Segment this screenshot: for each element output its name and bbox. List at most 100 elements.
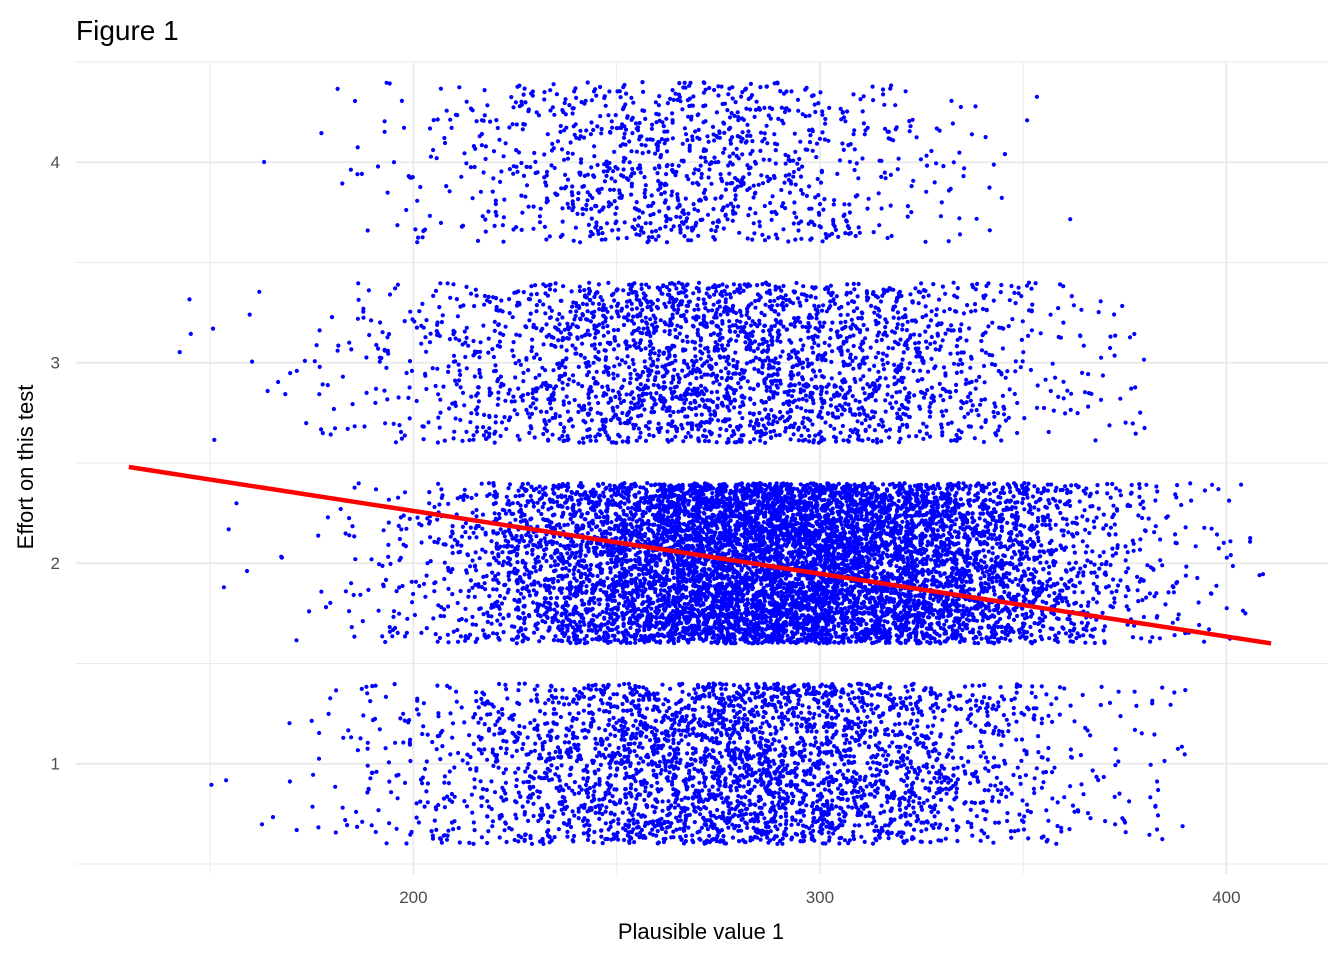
data-point xyxy=(719,686,724,691)
data-point xyxy=(503,780,508,785)
data-point xyxy=(577,689,582,695)
data-point xyxy=(585,531,591,536)
data-point xyxy=(930,764,935,770)
data-point xyxy=(764,750,769,755)
data-point xyxy=(740,773,745,778)
data-point xyxy=(1092,562,1097,567)
data-point xyxy=(727,764,732,769)
data-point xyxy=(718,730,723,735)
data-point xyxy=(1003,761,1008,766)
data-point xyxy=(571,839,576,844)
data-point xyxy=(641,759,646,764)
data-point xyxy=(1155,489,1160,494)
data-point xyxy=(597,750,602,755)
data-point xyxy=(550,814,555,819)
data-point xyxy=(751,754,756,759)
data-point xyxy=(754,683,759,689)
data-point xyxy=(778,822,783,827)
data-point xyxy=(607,743,612,748)
data-point xyxy=(546,833,551,838)
data-point xyxy=(1018,781,1023,787)
chart-title: Figure 1 xyxy=(76,15,179,46)
data-point xyxy=(691,840,696,845)
data-point xyxy=(744,762,750,768)
data-point xyxy=(857,742,862,748)
data-point xyxy=(789,769,794,774)
data-point xyxy=(739,795,744,800)
data-point xyxy=(920,733,926,739)
data-point xyxy=(597,806,603,812)
data-point xyxy=(650,707,656,713)
data-point xyxy=(789,779,794,784)
data-point xyxy=(442,774,447,779)
data-point xyxy=(757,751,762,757)
data-point xyxy=(650,745,655,751)
data-point xyxy=(617,683,622,688)
data-point xyxy=(625,833,630,838)
data-point xyxy=(708,810,713,815)
data-point xyxy=(839,757,844,762)
data-point xyxy=(635,820,640,825)
data-point xyxy=(517,681,522,686)
data-point xyxy=(1004,717,1009,722)
data-point xyxy=(365,746,370,751)
data-point xyxy=(856,738,861,743)
data-point xyxy=(629,734,634,739)
data-point xyxy=(886,696,892,702)
data-point xyxy=(947,747,952,752)
data-point xyxy=(1202,639,1207,644)
data-point xyxy=(683,795,688,800)
data-point xyxy=(603,746,609,752)
data-point xyxy=(734,778,740,783)
data-point xyxy=(683,717,688,723)
data-point xyxy=(834,729,839,734)
data-point xyxy=(698,807,703,812)
data-point xyxy=(500,730,505,736)
data-point xyxy=(912,769,918,775)
data-point xyxy=(628,830,633,835)
data-point xyxy=(736,747,741,752)
data-point xyxy=(568,824,574,830)
data-point xyxy=(361,713,366,718)
data-point xyxy=(479,696,484,702)
data-point xyxy=(655,787,660,792)
data-point xyxy=(808,751,814,756)
data-point xyxy=(1044,692,1049,697)
data-point xyxy=(718,791,724,796)
data-point xyxy=(634,731,639,736)
data-point xyxy=(503,682,508,688)
data-point xyxy=(1032,713,1037,718)
data-point xyxy=(702,753,707,758)
data-point xyxy=(632,840,637,845)
data-point xyxy=(993,725,998,730)
data-point xyxy=(1114,589,1119,594)
data-point xyxy=(862,793,867,798)
data-point xyxy=(723,701,728,706)
data-point xyxy=(642,724,648,730)
data-point xyxy=(711,740,716,745)
data-point xyxy=(972,800,978,806)
data-point xyxy=(732,826,737,831)
data-point xyxy=(797,694,803,699)
data-point xyxy=(801,739,806,744)
data-point xyxy=(1113,747,1118,752)
data-point xyxy=(497,716,502,721)
data-point xyxy=(682,824,688,829)
data-point xyxy=(623,823,629,828)
data-point xyxy=(707,738,713,743)
data-point xyxy=(830,806,835,811)
data-point xyxy=(529,698,534,703)
data-point xyxy=(801,778,806,783)
data-point xyxy=(600,701,605,706)
data-point xyxy=(1032,790,1037,796)
data-point xyxy=(717,721,722,726)
data-point xyxy=(760,721,765,726)
data-point xyxy=(911,726,916,731)
data-point xyxy=(742,794,748,799)
data-point xyxy=(294,827,299,833)
data-point xyxy=(1148,795,1153,800)
data-point xyxy=(633,718,638,723)
data-point xyxy=(773,771,778,776)
data-point xyxy=(459,705,464,710)
data-point xyxy=(674,827,679,832)
